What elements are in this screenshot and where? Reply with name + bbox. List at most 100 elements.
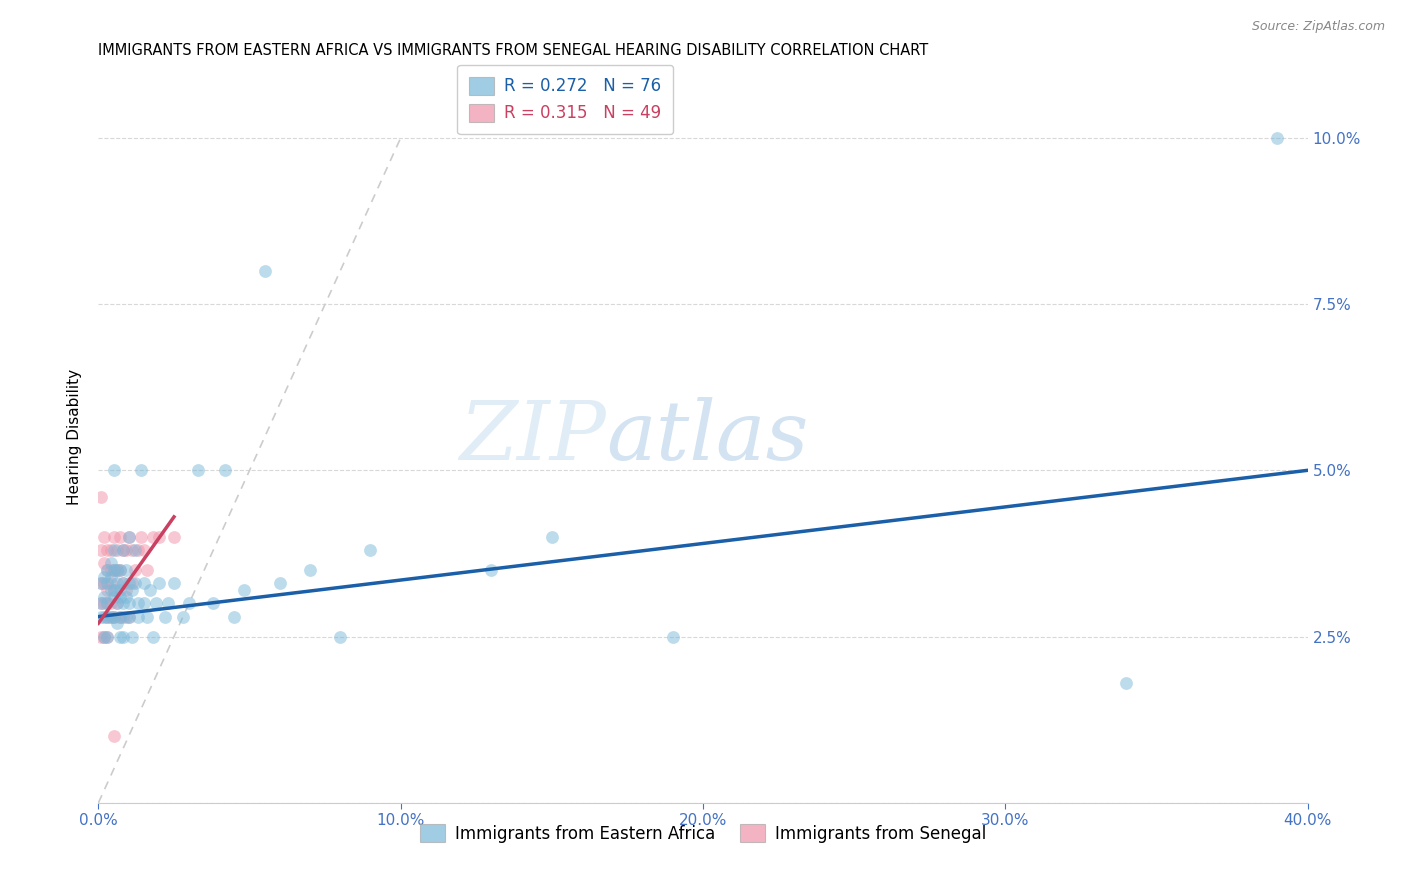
Point: [111, 576, 134, 591]
Point: [108, 630, 131, 644]
Text: ZIP: ZIP: [460, 397, 606, 477]
Point: [93, 630, 115, 644]
Point: [108, 609, 131, 624]
Point: [100, 570, 122, 584]
Point: [360, 543, 382, 558]
Point: [127, 543, 149, 558]
Point: [269, 576, 291, 591]
Point: [103, 729, 125, 743]
Point: [156, 596, 179, 610]
Point: [105, 563, 128, 577]
Point: [105, 543, 128, 558]
Point: [100, 609, 122, 624]
Point: [111, 630, 134, 644]
Point: [103, 590, 125, 604]
Point: [100, 557, 122, 571]
Point: [253, 264, 276, 278]
Point: [148, 530, 170, 544]
Point: [105, 596, 128, 610]
Point: [96, 596, 118, 610]
Point: [100, 543, 122, 558]
Point: [103, 530, 125, 544]
Point: [118, 530, 141, 544]
Point: [96, 543, 118, 558]
Point: [118, 530, 141, 544]
Point: [132, 596, 155, 610]
Point: [129, 530, 152, 544]
Point: [111, 609, 134, 624]
Point: [111, 543, 134, 558]
Point: [118, 576, 141, 591]
Text: Source: ZipAtlas.com: Source: ZipAtlas.com: [1251, 20, 1385, 33]
Point: [142, 530, 165, 544]
Point: [129, 463, 152, 477]
Point: [163, 530, 186, 544]
Point: [540, 530, 562, 544]
Text: atlas: atlas: [606, 397, 808, 477]
Point: [105, 616, 128, 631]
Point: [214, 463, 236, 477]
Point: [142, 630, 165, 644]
Point: [105, 563, 128, 577]
Point: [114, 609, 136, 624]
Point: [661, 630, 683, 644]
Point: [121, 582, 143, 597]
Point: [111, 576, 134, 591]
Point: [100, 563, 122, 577]
Point: [232, 582, 254, 597]
Point: [111, 596, 134, 610]
Point: [96, 630, 118, 644]
Point: [148, 576, 170, 591]
Point: [135, 563, 157, 577]
Point: [124, 576, 146, 591]
Point: [124, 563, 146, 577]
Point: [145, 596, 167, 610]
Point: [103, 609, 125, 624]
Point: [187, 463, 209, 477]
Point: [179, 596, 201, 610]
Point: [103, 463, 125, 477]
Point: [100, 609, 122, 624]
Point: [114, 582, 136, 597]
Point: [329, 630, 352, 644]
Point: [103, 609, 125, 624]
Point: [153, 609, 176, 624]
Point: [96, 582, 118, 597]
Point: [118, 609, 141, 624]
Point: [96, 630, 118, 644]
Point: [100, 576, 122, 591]
Point: [93, 609, 115, 624]
Point: [93, 590, 115, 604]
Point: [103, 582, 125, 597]
Point: [90, 490, 112, 504]
Point: [108, 590, 131, 604]
Point: [108, 530, 131, 544]
Legend: Immigrants from Eastern Africa, Immigrants from Senegal: Immigrants from Eastern Africa, Immigran…: [413, 817, 993, 849]
Point: [93, 576, 115, 591]
Point: [105, 576, 128, 591]
Point: [108, 563, 131, 577]
Point: [224, 609, 246, 624]
Point: [1115, 676, 1137, 690]
Point: [202, 596, 225, 610]
Point: [132, 576, 155, 591]
Point: [90, 543, 112, 558]
Point: [114, 590, 136, 604]
Point: [172, 609, 194, 624]
Point: [100, 582, 122, 597]
Point: [121, 630, 143, 644]
Point: [124, 543, 146, 558]
Point: [103, 543, 125, 558]
Point: [118, 609, 141, 624]
Point: [105, 596, 128, 610]
Point: [100, 596, 122, 610]
Point: [481, 563, 503, 577]
Point: [96, 576, 118, 591]
Point: [135, 609, 157, 624]
Point: [114, 543, 136, 558]
Point: [93, 630, 115, 644]
Point: [108, 563, 131, 577]
Point: [163, 576, 186, 591]
Point: [103, 582, 125, 597]
Point: [299, 563, 322, 577]
